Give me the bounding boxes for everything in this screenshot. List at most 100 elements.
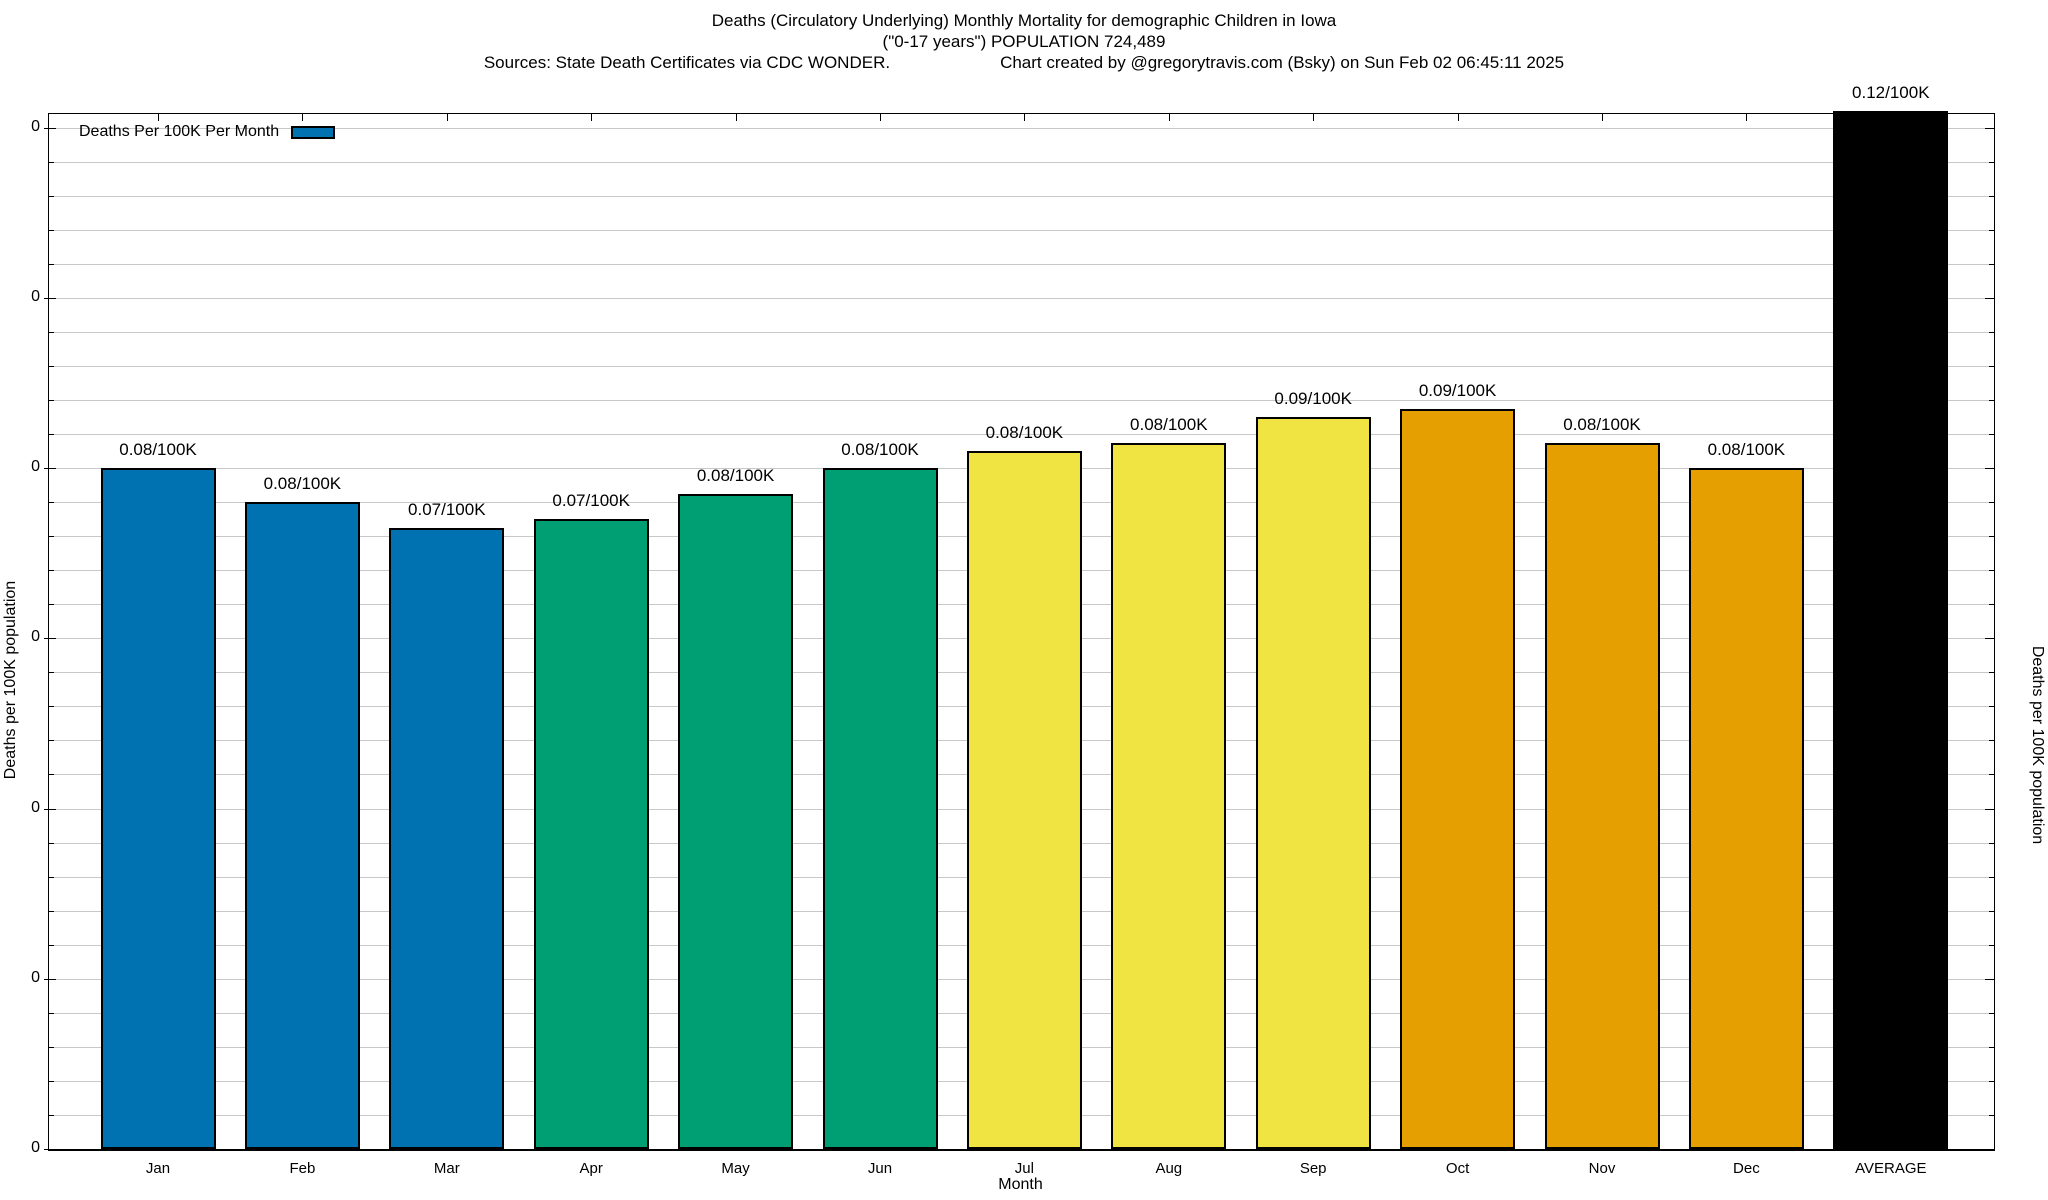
y-minor-tick-left [49, 706, 54, 708]
x-category-label: AVERAGE [1855, 1160, 1927, 1177]
y-minor-tick-left [49, 127, 54, 129]
bar-value-label: 0.08/100K [1707, 440, 1786, 460]
gridline [49, 263, 1994, 265]
chart-title-line-3: Sources: State Death Certificates via CD… [0, 52, 2048, 73]
x-category-label: Feb [289, 1160, 316, 1177]
y-minor-tick-left [49, 161, 54, 163]
y-minor-tick-right [1989, 570, 1994, 572]
bar-apr [533, 519, 649, 1149]
y-minor-tick-right [1989, 331, 1994, 333]
y-minor-tick-left [49, 1114, 54, 1116]
bar-value-label: 0.12/100K [1852, 82, 1930, 102]
x-tick-top [1168, 114, 1170, 121]
bar-jun [822, 468, 938, 1149]
bar-value-label: 0.09/100K [1274, 389, 1352, 409]
chart-title-line-1: Deaths (Circulatory Underlying) Monthly … [711, 11, 1337, 30]
y-minor-tick-left [49, 263, 54, 265]
x-category-label: Jun [867, 1160, 893, 1177]
y-tick-label: 0 [31, 798, 40, 816]
y-minor-tick-left [49, 740, 54, 742]
x-category-label: Sep [1299, 1160, 1327, 1177]
y-minor-tick-right [1989, 365, 1994, 367]
gridline [49, 195, 1994, 197]
x-tick-top [158, 114, 159, 121]
y-minor-tick-right [1989, 263, 1994, 265]
x-category-label: Dec [1733, 1160, 1760, 1177]
y-axis-label-left: Deaths per 100K population [2, 580, 19, 780]
bar-value-label: 0.07/100K [408, 499, 486, 519]
y-minor-tick-right [1989, 161, 1994, 163]
y-minor-tick-right [1989, 195, 1994, 197]
y-minor-tick-right [1989, 910, 1994, 912]
y-minor-tick-left [49, 570, 54, 572]
x-category-label: May [721, 1160, 750, 1177]
x-category-label: Apr [579, 1160, 603, 1177]
y-minor-tick-left [49, 536, 54, 538]
x-tick-top [302, 114, 304, 121]
x-tick-top [1746, 114, 1748, 121]
y-minor-tick-left [49, 876, 54, 878]
y-minor-tick-right [1989, 127, 1994, 129]
x-category-label: Oct [1445, 1160, 1470, 1177]
gridline [49, 229, 1994, 231]
x-tick-top [1313, 114, 1315, 121]
gridline [49, 127, 1994, 129]
y-minor-tick-left [49, 774, 54, 776]
y-minor-tick-left [49, 978, 54, 980]
y-minor-tick-right [1989, 1114, 1994, 1116]
y-minor-tick-right [1989, 1012, 1994, 1014]
bar-value-label: 0.08/100K [263, 474, 342, 494]
bar-jul [966, 451, 1082, 1149]
bar-may [678, 493, 794, 1149]
bar-jan [100, 468, 216, 1149]
y-tick-label: 0 [31, 1139, 40, 1156]
bar-value-label: 0.08/100K [841, 440, 919, 460]
y-minor-tick-right [1989, 808, 1994, 810]
y-minor-tick-right [1989, 978, 1994, 980]
y-minor-tick-right [1989, 638, 1994, 640]
y-minor-tick-left [49, 672, 54, 674]
gridline [49, 399, 1994, 401]
bar-value-label: 0.08/100K [985, 423, 1064, 443]
gridline [49, 161, 1994, 163]
bar-value-label: 0.09/100K [1418, 380, 1497, 400]
y-minor-tick-right [1989, 1046, 1994, 1048]
y-minor-tick-left [49, 195, 54, 197]
y-minor-tick-left [49, 604, 54, 606]
y-tick-label: 0 [31, 117, 40, 135]
y-minor-tick-left [49, 1046, 54, 1048]
x-tick-top [1457, 114, 1459, 121]
y-minor-tick-right [1989, 434, 1994, 436]
bar-dec [1688, 468, 1804, 1149]
bar-feb [244, 502, 360, 1149]
bar-value-label: 0.08/100K [696, 465, 775, 485]
gridline [49, 434, 1994, 436]
y-minor-tick-left [49, 468, 54, 470]
y-minor-tick-right [1989, 1080, 1994, 1082]
y-minor-tick-right [1989, 297, 1994, 299]
gridline [49, 297, 1994, 299]
legend-swatch [291, 125, 336, 139]
y-tick-label: 0 [31, 458, 40, 476]
y-minor-tick-right [1989, 399, 1994, 401]
x-tick-top [591, 114, 593, 121]
gridline [49, 365, 1994, 367]
bar-value-label: 0.08/100K [119, 440, 197, 460]
gridline [49, 331, 1994, 333]
y-tick-label: 0 [31, 287, 40, 305]
y-minor-tick-right [1989, 774, 1994, 776]
x-tick-top [735, 114, 737, 121]
y-minor-tick-left [49, 399, 54, 401]
y-minor-tick-left [49, 229, 54, 231]
bar-value-label: 0.08/100K [1130, 414, 1208, 434]
y-minor-tick-right [1989, 876, 1994, 878]
y-minor-tick-right [1989, 536, 1994, 538]
y-minor-tick-right [1989, 468, 1994, 470]
bar-mar [389, 527, 505, 1149]
x-category-label: Aug [1155, 1160, 1183, 1177]
bar-average [1833, 110, 1949, 1149]
x-category-label: Jan [145, 1160, 171, 1177]
y-minor-tick-left [49, 1012, 54, 1014]
y-minor-tick-right [1989, 842, 1994, 844]
y-minor-tick-left [49, 297, 54, 299]
